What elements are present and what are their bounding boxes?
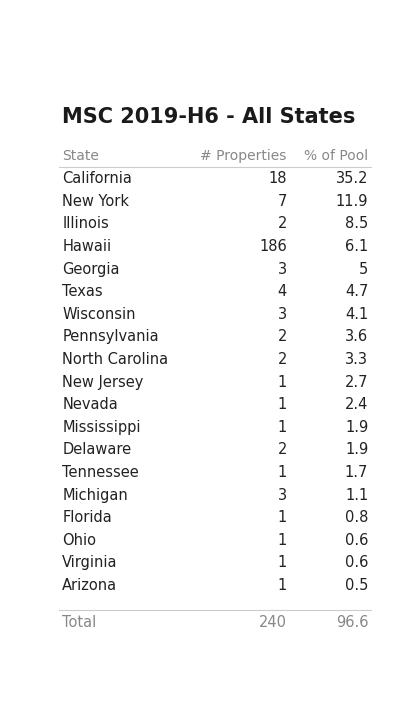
Text: 1: 1 (278, 510, 287, 526)
Text: 1: 1 (278, 397, 287, 412)
Text: 2: 2 (278, 217, 287, 231)
Text: 4.7: 4.7 (345, 284, 368, 300)
Text: 1: 1 (278, 374, 287, 390)
Text: 35.2: 35.2 (336, 172, 368, 186)
Text: Pennsylvania: Pennsylvania (62, 329, 159, 345)
Text: 1: 1 (278, 533, 287, 548)
Text: MSC 2019-H6 - All States: MSC 2019-H6 - All States (62, 107, 356, 126)
Text: 3: 3 (278, 307, 287, 322)
Text: Illinois: Illinois (62, 217, 109, 231)
Text: 6.1: 6.1 (345, 239, 368, 254)
Text: Virginia: Virginia (62, 555, 118, 571)
Text: 2: 2 (278, 443, 287, 457)
Text: Texas: Texas (62, 284, 103, 300)
Text: 0.8: 0.8 (345, 510, 368, 526)
Text: New York: New York (62, 194, 129, 209)
Text: New Jersey: New Jersey (62, 374, 144, 390)
Text: State: State (62, 149, 99, 163)
Text: Tennessee: Tennessee (62, 465, 139, 480)
Text: North Carolina: North Carolina (62, 352, 168, 367)
Text: 1: 1 (278, 555, 287, 571)
Text: Georgia: Georgia (62, 262, 120, 277)
Text: 186: 186 (259, 239, 287, 254)
Text: 18: 18 (268, 172, 287, 186)
Text: Delaware: Delaware (62, 443, 131, 457)
Text: Nevada: Nevada (62, 397, 118, 412)
Text: 0.6: 0.6 (345, 555, 368, 571)
Text: 1.9: 1.9 (345, 420, 368, 435)
Text: Hawaii: Hawaii (62, 239, 111, 254)
Text: 1.9: 1.9 (345, 443, 368, 457)
Text: 4: 4 (278, 284, 287, 300)
Text: 2.7: 2.7 (345, 374, 368, 390)
Text: % of Pool: % of Pool (304, 149, 368, 163)
Text: 0.6: 0.6 (345, 533, 368, 548)
Text: 3.3: 3.3 (345, 352, 368, 367)
Text: Wisconsin: Wisconsin (62, 307, 136, 322)
Text: 7: 7 (278, 194, 287, 209)
Text: 4.1: 4.1 (345, 307, 368, 322)
Text: 11.9: 11.9 (336, 194, 368, 209)
Text: Florida: Florida (62, 510, 112, 526)
Text: 1: 1 (278, 420, 287, 435)
Text: 3: 3 (278, 488, 287, 502)
Text: Mississippi: Mississippi (62, 420, 141, 435)
Text: 1.7: 1.7 (345, 465, 368, 480)
Text: 8.5: 8.5 (345, 217, 368, 231)
Text: 3: 3 (278, 262, 287, 277)
Text: 0.5: 0.5 (345, 578, 368, 593)
Text: 2: 2 (278, 352, 287, 367)
Text: Michigan: Michigan (62, 488, 128, 502)
Text: 1.1: 1.1 (345, 488, 368, 502)
Text: 96.6: 96.6 (336, 615, 368, 630)
Text: 240: 240 (259, 615, 287, 630)
Text: 1: 1 (278, 465, 287, 480)
Text: California: California (62, 172, 132, 186)
Text: # Properties: # Properties (200, 149, 287, 163)
Text: 2: 2 (278, 329, 287, 345)
Text: 2.4: 2.4 (345, 397, 368, 412)
Text: 1: 1 (278, 578, 287, 593)
Text: 5: 5 (359, 262, 368, 277)
Text: Total: Total (62, 615, 97, 630)
Text: Ohio: Ohio (62, 533, 96, 548)
Text: Arizona: Arizona (62, 578, 118, 593)
Text: 3.6: 3.6 (345, 329, 368, 345)
